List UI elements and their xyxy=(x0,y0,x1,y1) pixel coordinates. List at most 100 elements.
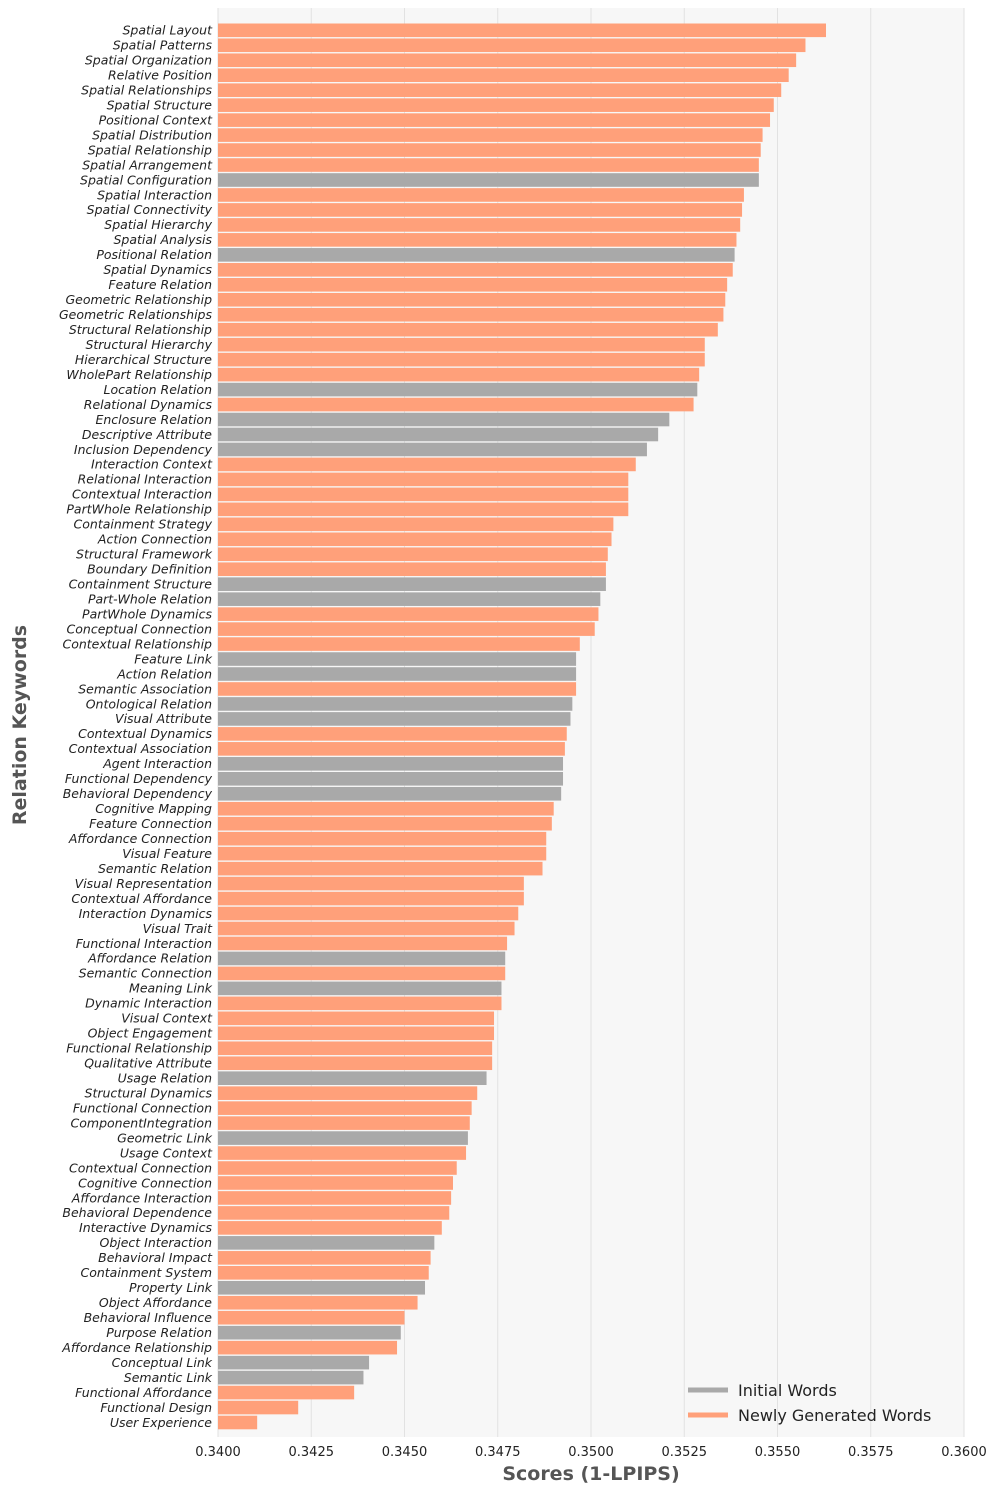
y-tick-label: Part-Whole Relation xyxy=(88,591,212,606)
bar xyxy=(218,592,601,606)
y-tick-label: Semantic Connection xyxy=(79,966,212,981)
bar xyxy=(218,158,759,172)
y-tick-label: Feature Connection xyxy=(89,816,212,831)
y-tick-label: Functional Affordance xyxy=(75,1385,212,1400)
bar xyxy=(218,23,826,38)
y-tick-label: Object Affordance xyxy=(99,1295,212,1310)
bar xyxy=(218,277,728,292)
y-tick-label: Qualitative Attribute xyxy=(84,1056,212,1071)
y-tick-label: Relative Position xyxy=(108,68,212,83)
bar xyxy=(218,547,608,562)
y-tick-label: Cognitive Connection xyxy=(78,1175,212,1190)
y-tick-label: Spatial Configuration xyxy=(80,172,212,187)
y-tick-label: Spatial Distribution xyxy=(92,127,212,142)
bar xyxy=(218,143,761,157)
bar xyxy=(218,83,782,97)
bar xyxy=(218,322,718,337)
bar xyxy=(218,502,629,517)
bar xyxy=(218,472,629,487)
bar xyxy=(218,1176,453,1190)
bar xyxy=(218,337,705,352)
bar xyxy=(218,517,614,532)
y-tick-label: Semantic Link xyxy=(124,1370,213,1385)
y-tick-label: Object Interaction xyxy=(100,1235,213,1250)
bar xyxy=(218,233,737,247)
bar xyxy=(218,637,580,651)
bar xyxy=(218,757,564,771)
bar xyxy=(218,1131,468,1145)
y-tick-label: Action Connection xyxy=(97,532,212,547)
y-tick-label: Relational Interaction xyxy=(78,472,212,487)
y-tick-label: Spatial Relationships xyxy=(81,82,212,97)
bar xyxy=(218,682,577,696)
bar xyxy=(218,38,806,53)
y-tick-label: Geometric Relationship xyxy=(65,292,212,307)
y-tick-label: Structural Framework xyxy=(76,547,213,562)
bar xyxy=(218,727,567,741)
bar xyxy=(218,801,554,816)
y-tick-label: Purpose Relation xyxy=(106,1325,212,1340)
y-tick-label: Property Link xyxy=(129,1280,213,1295)
bar xyxy=(218,936,508,951)
bar xyxy=(218,966,506,981)
bar xyxy=(218,876,524,891)
y-tick-label: Conceptual Connection xyxy=(67,621,213,636)
legend-label-initial: Initial Words xyxy=(738,1381,837,1400)
y-tick-label: PartWhole Dynamics xyxy=(82,606,212,621)
y-tick-label: Visual Attribute xyxy=(115,711,212,726)
x-axis-label: Scores (1-LPIPS) xyxy=(502,1463,679,1485)
bar xyxy=(218,1191,452,1205)
bar xyxy=(218,248,735,262)
y-tick-label: Location Relation xyxy=(103,382,212,397)
y-tick-label: WholePart Relationship xyxy=(66,367,212,382)
bar xyxy=(218,861,543,876)
y-tick-label: Affordance Interaction xyxy=(71,1190,212,1205)
bar xyxy=(218,1206,450,1220)
y-tick-label: ComponentIntegration xyxy=(71,1115,213,1130)
bar xyxy=(218,1236,435,1250)
bar xyxy=(218,412,670,427)
y-tick-label: Relational Dynamics xyxy=(84,397,213,412)
bar xyxy=(218,1266,429,1280)
bar xyxy=(218,307,724,322)
x-tick-label: 0.3600 xyxy=(941,1445,987,1460)
bar xyxy=(218,367,700,382)
legend: Initial Words Newly Generated Words xyxy=(688,1381,931,1425)
y-tick-label: Positional Context xyxy=(99,112,214,127)
bar xyxy=(218,786,562,801)
bar xyxy=(218,667,577,681)
x-tick-labels: 0.3400 0.3425 0.3450 0.3475 0.3500 0.3525 0.35… xyxy=(195,1445,987,1460)
y-tick-label: Functional Connection xyxy=(73,1100,212,1115)
bar xyxy=(218,487,629,502)
x-tick-label: 0.3550 xyxy=(755,1445,801,1460)
y-tick-label: Visual Trait xyxy=(143,921,214,936)
y-tick-label: Spatial Hierarchy xyxy=(104,217,212,232)
bar xyxy=(218,1161,457,1175)
bar xyxy=(218,1251,431,1265)
x-tick-label: 0.3575 xyxy=(848,1445,894,1460)
bar xyxy=(218,1101,472,1115)
bar xyxy=(218,128,763,142)
bar xyxy=(218,397,694,412)
y-tick-label: Meaning Link xyxy=(129,981,213,996)
y-tick-label: Spatial Structure xyxy=(107,97,213,112)
y-tick-label: Dynamic Interaction xyxy=(85,996,212,1011)
y-tick-label: Contextual Interaction xyxy=(72,487,212,502)
y-tick-label: Geometric Link xyxy=(117,1130,213,1145)
bar xyxy=(218,427,659,442)
y-tick-label: Inclusion Dependency xyxy=(74,442,213,457)
y-tick-label: Usage Relation xyxy=(118,1071,212,1086)
bar xyxy=(218,1370,364,1385)
bar xyxy=(218,831,547,846)
y-tick-label: Spatial Interaction xyxy=(97,187,212,202)
y-tick-label: Usage Context xyxy=(120,1145,213,1160)
y-tick-label: Affordance Connection xyxy=(68,831,212,846)
bar xyxy=(218,981,502,996)
bar xyxy=(218,1415,258,1430)
bar xyxy=(218,113,771,127)
bar xyxy=(218,1400,299,1415)
y-tick-label: Contextual Association xyxy=(69,741,212,756)
bar xyxy=(218,1355,370,1370)
